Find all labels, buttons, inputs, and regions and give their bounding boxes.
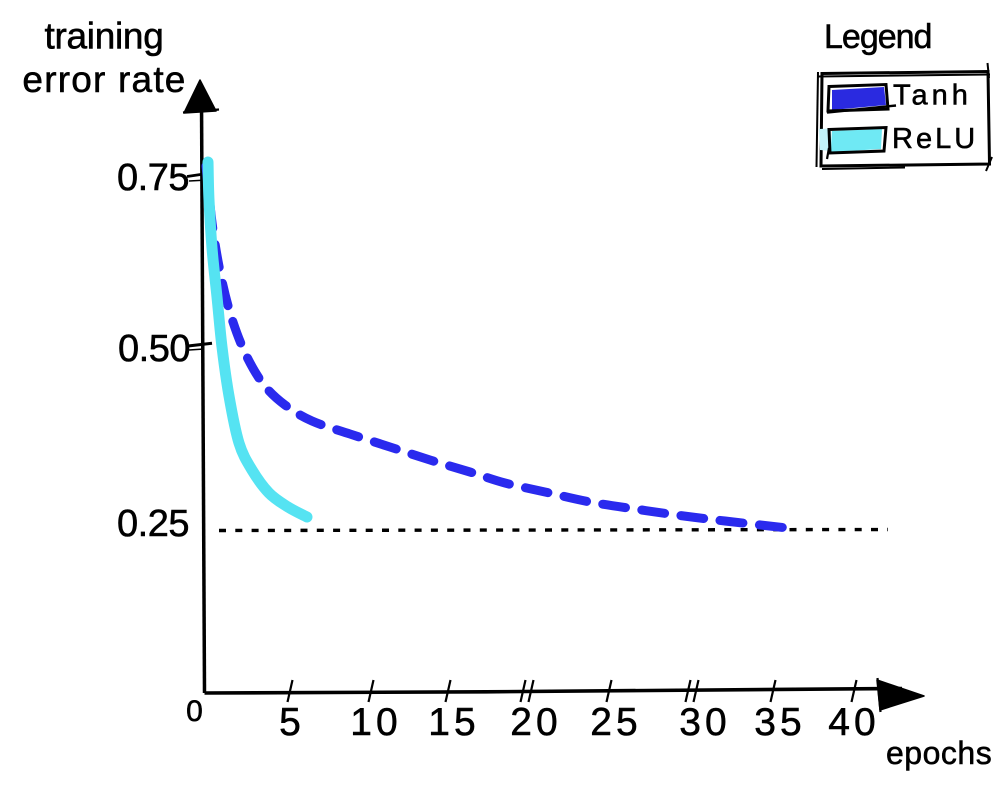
svg-text:Tanh: Tanh xyxy=(893,80,972,112)
svg-text:0.25: 0.25 xyxy=(117,503,189,545)
svg-text:0: 0 xyxy=(186,695,203,728)
svg-text:error rate: error rate xyxy=(22,59,186,100)
svg-text:Legend: Legend xyxy=(824,18,931,56)
svg-text:25: 25 xyxy=(590,701,641,744)
svg-text:0.75: 0.75 xyxy=(117,157,189,199)
svg-text:40: 40 xyxy=(828,701,879,744)
svg-text:15: 15 xyxy=(428,701,479,744)
svg-text:35: 35 xyxy=(754,701,805,744)
svg-text:20: 20 xyxy=(510,701,561,744)
svg-text:30: 30 xyxy=(679,701,730,744)
svg-text:training: training xyxy=(45,16,164,57)
svg-text:5: 5 xyxy=(279,701,305,744)
svg-text:10: 10 xyxy=(350,701,401,744)
svg-text:ReLU: ReLU xyxy=(892,123,978,155)
svg-text:0.50: 0.50 xyxy=(118,328,190,370)
svg-text:epochs: epochs xyxy=(886,735,992,771)
